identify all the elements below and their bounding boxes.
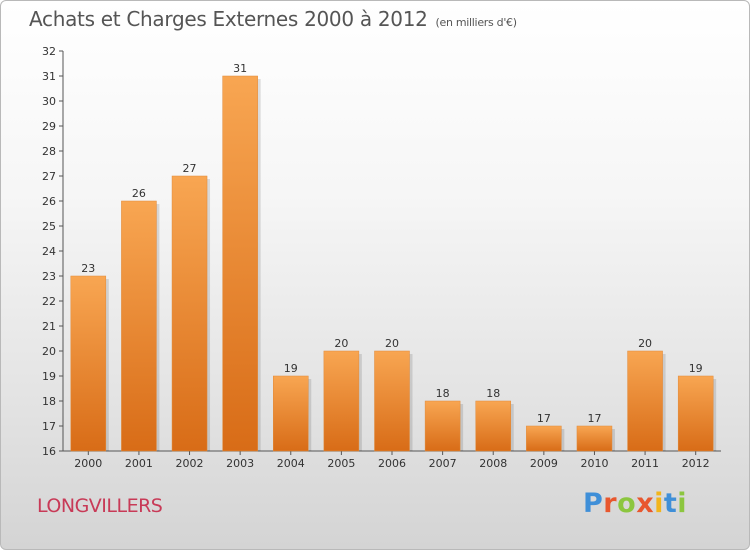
bar-2007	[424, 400, 461, 452]
bar-2011	[627, 350, 663, 452]
logo-letter: x	[636, 488, 655, 519]
axes: 16 17 18 19 20 21 22 23 24 25 26 27 28 29 30 31 32 2000 20…	[42, 45, 721, 470]
y-tick-label: 16	[42, 445, 56, 458]
y-tick-label: 26	[42, 195, 56, 208]
y-tick-label: 29	[42, 120, 56, 133]
x-tick-label-2003: 2003	[226, 457, 254, 470]
y-tick-label: 30	[42, 95, 56, 108]
bar-2002	[171, 175, 208, 452]
commune-name: LONGVILLERS	[37, 495, 163, 517]
x-tick-label-2000: 2000	[74, 457, 102, 470]
value-label-2012: 19	[689, 362, 703, 375]
x-tick-label-2001: 2001	[125, 457, 153, 470]
value-label-2002: 27	[183, 162, 197, 175]
x-tick-label-2006: 2006	[378, 457, 406, 470]
logo-letter: r	[603, 488, 618, 519]
value-label-2009: 17	[537, 412, 551, 425]
y-tick-label: 25	[42, 220, 56, 233]
y-tick-label: 23	[42, 270, 56, 283]
chart-title: Achats et Charges Externes 2000 à 2012 (e…	[29, 7, 517, 31]
value-label-2008: 18	[486, 387, 500, 400]
bar-2010	[576, 425, 613, 452]
y-tick-label: 17	[42, 420, 56, 433]
y-tick-label: 19	[42, 370, 56, 383]
y-tick-label: 20	[42, 345, 56, 358]
value-label-2003: 31	[233, 62, 247, 75]
logo-letter: i	[654, 488, 664, 519]
value-label-2007: 18	[436, 387, 450, 400]
y-tick-label: 24	[42, 245, 56, 258]
bar-2005	[323, 350, 360, 452]
x-tick-label-2010: 2010	[580, 457, 608, 470]
bar-2003	[222, 75, 258, 452]
chart-title-text: Achats et Charges Externes 2000 à 2012	[29, 7, 428, 31]
bar-2004	[273, 375, 309, 452]
x-tick-label-2012: 2012	[682, 457, 710, 470]
y-tick-label: 31	[42, 70, 56, 83]
chart-subtitle: (en milliers d'€)	[435, 16, 517, 29]
bar-2008	[475, 400, 511, 452]
y-tick-label: 27	[42, 170, 56, 183]
bars	[70, 75, 717, 452]
y-tick-label: 21	[42, 320, 56, 333]
logo-letter: i	[677, 488, 688, 519]
x-tick-label-2009: 2009	[530, 457, 558, 470]
value-label-2006: 20	[385, 337, 399, 350]
x-tick-label-2007: 2007	[429, 457, 457, 470]
y-tick-label: 22	[42, 295, 56, 308]
logo-letter: o	[617, 488, 637, 519]
value-label-2011: 20	[638, 337, 652, 350]
bar-2009	[526, 425, 562, 452]
value-label-2001: 26	[132, 187, 146, 200]
bar-2001	[121, 200, 157, 452]
bar-2000	[70, 275, 107, 452]
value-labels: 23 26 27 31 19 20 20 18 18 17 17 20 19	[81, 62, 702, 425]
x-tick-label-2004: 2004	[277, 457, 305, 470]
y-tick-label: 28	[42, 145, 56, 158]
x-tick-label-2002: 2002	[176, 457, 204, 470]
value-label-2000: 23	[81, 262, 95, 275]
value-label-2004: 19	[284, 362, 298, 375]
logo-letter: P	[583, 488, 604, 519]
logo-letter: t	[663, 488, 678, 519]
x-tick-label-2011: 2011	[631, 457, 659, 470]
bar-2006	[374, 350, 410, 452]
value-label-2005: 20	[334, 337, 348, 350]
y-tick-label: 32	[42, 45, 56, 58]
x-tick-label-2008: 2008	[479, 457, 507, 470]
value-label-2010: 17	[587, 412, 601, 425]
bar-2012	[677, 375, 714, 452]
x-tick-label-2005: 2005	[327, 457, 355, 470]
proxiti-logo: Proxiti	[583, 488, 687, 519]
y-tick-label: 18	[42, 395, 56, 408]
